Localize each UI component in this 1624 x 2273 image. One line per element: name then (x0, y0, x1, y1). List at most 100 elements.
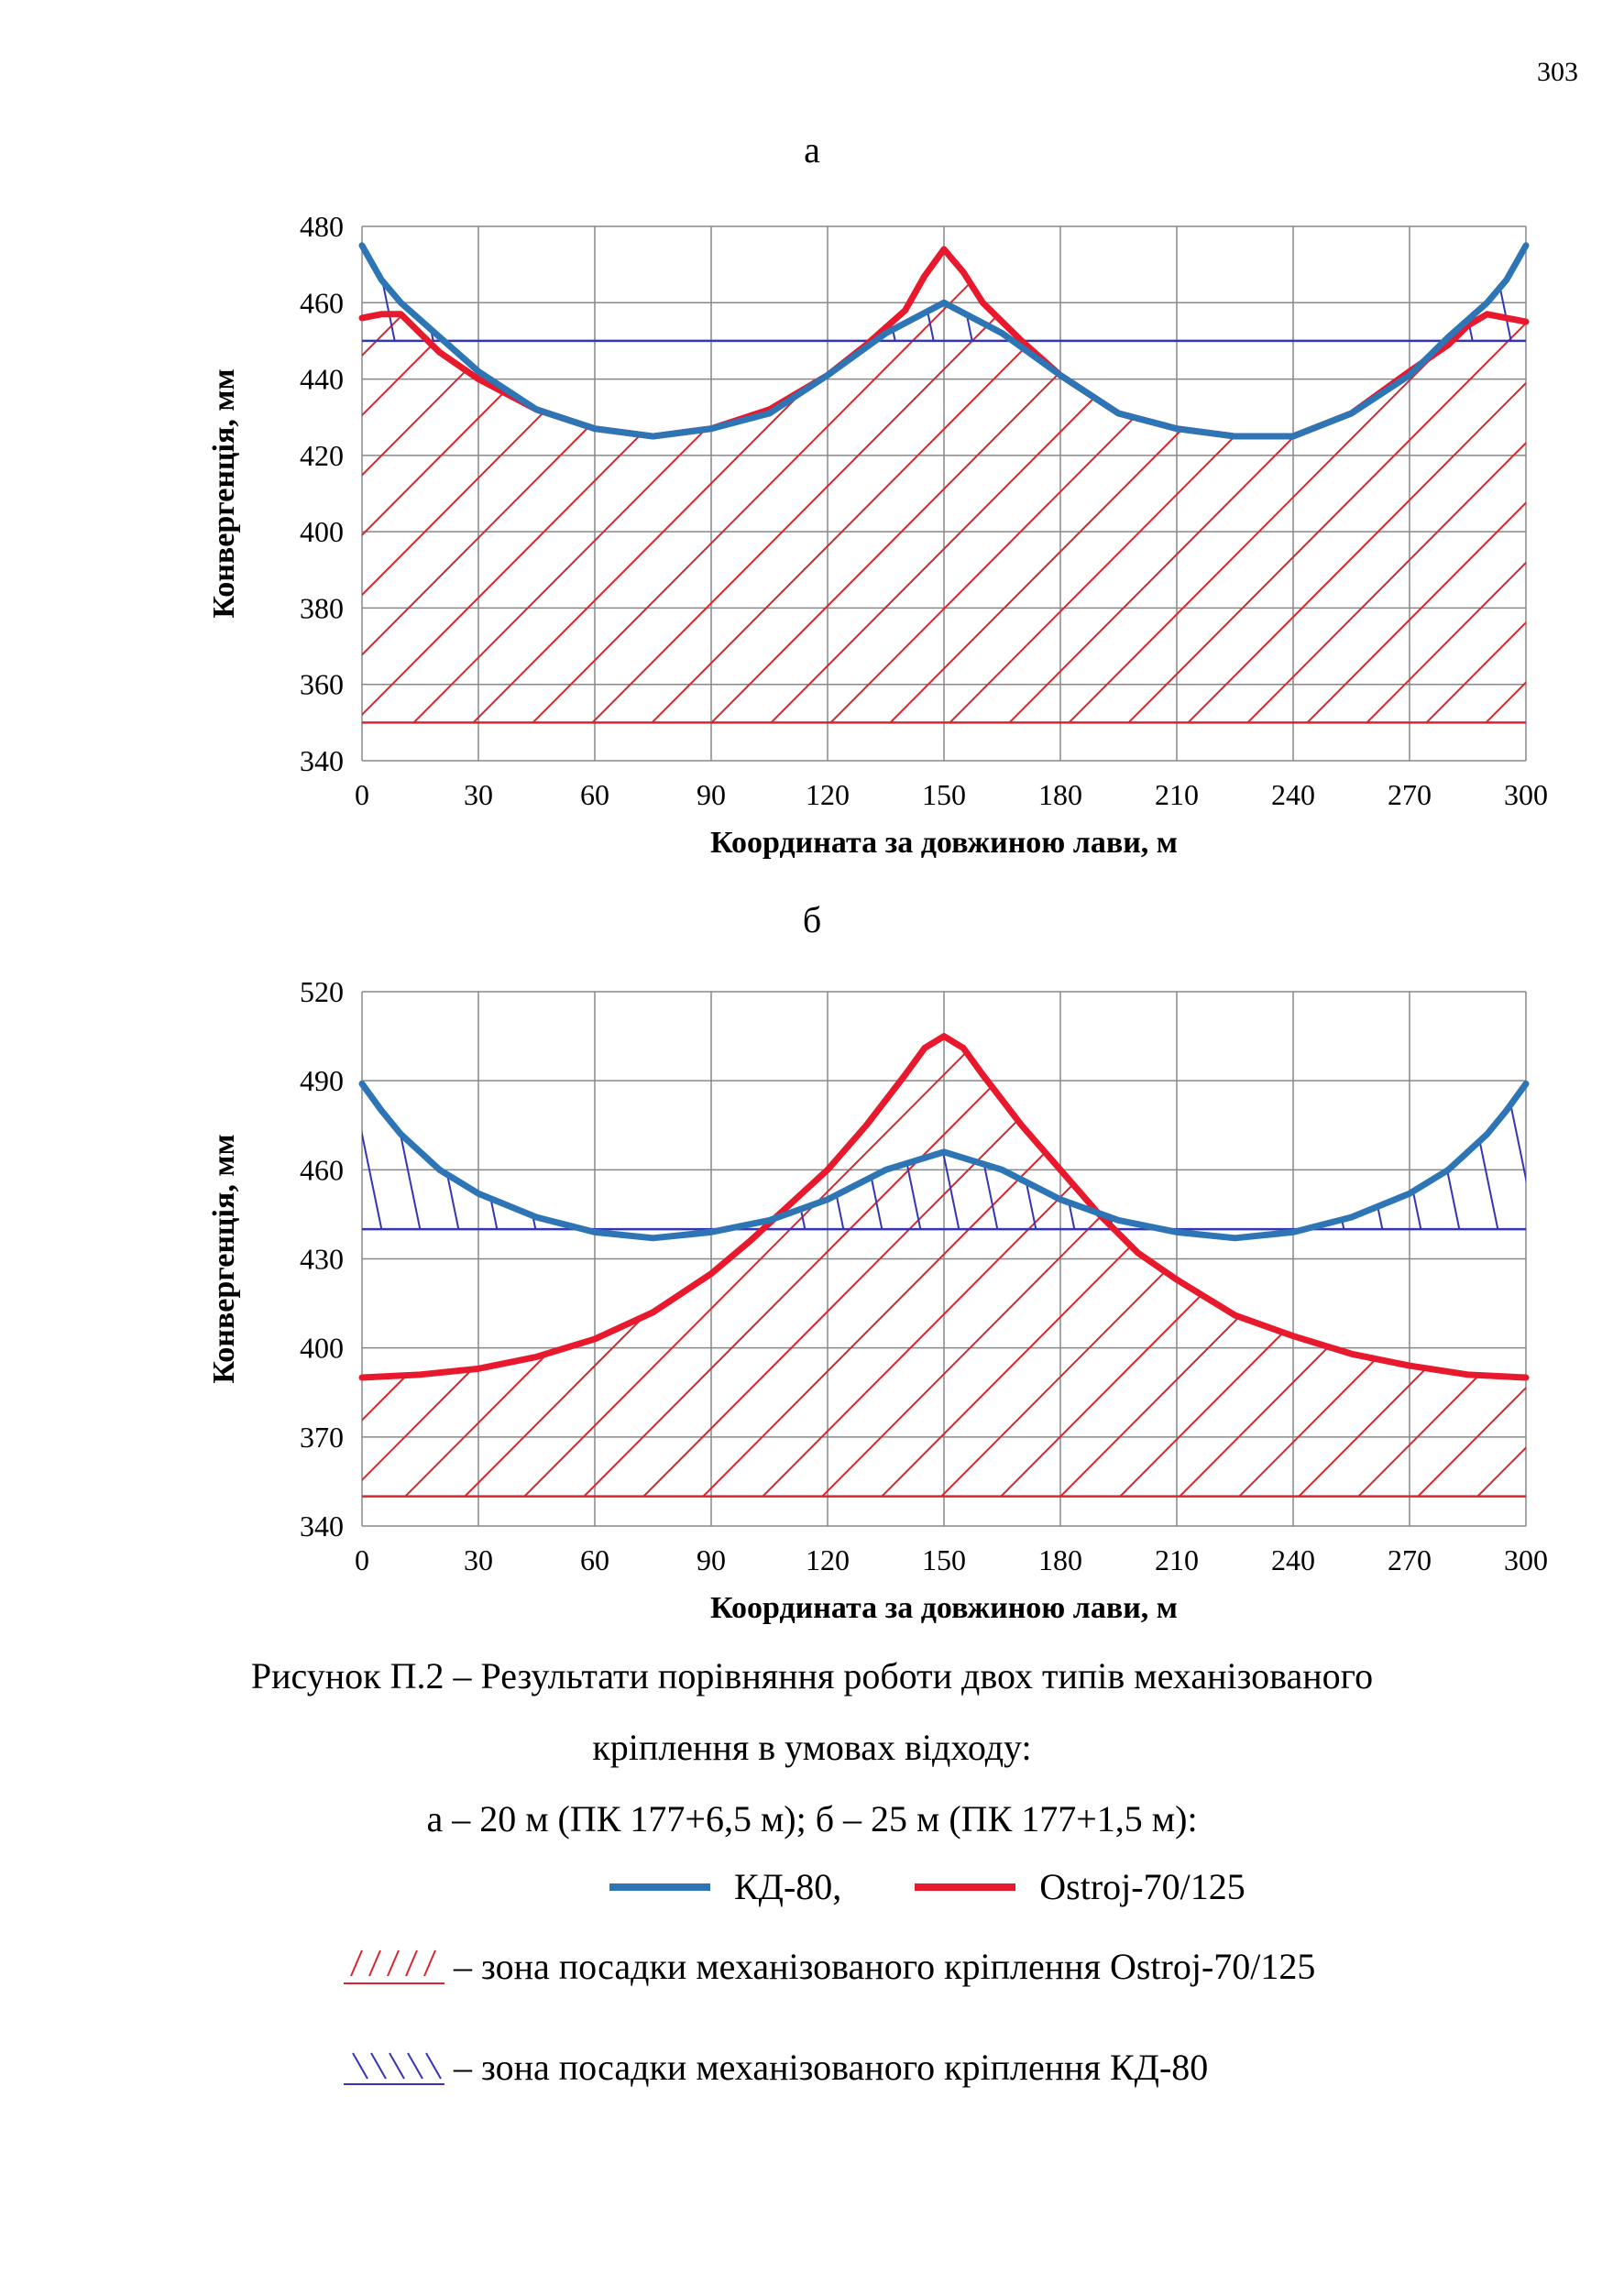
x-tick-label: 60 (580, 778, 609, 811)
figure-caption-line-2: кріплення в умовах відходу: (592, 1727, 1032, 1768)
hatch-line-ostroj (1209, 1036, 1526, 1497)
legend-label-ostroj-zone: – зона посадки механізованого кріплення … (454, 1945, 1316, 1987)
hatch-line-ostroj (971, 248, 1522, 723)
hatch-line-ostroj (673, 248, 1224, 723)
hatch-line-ostroj (1328, 1036, 1526, 1497)
legend-ostroj-zone: – зона посадки механізованого кріплення … (344, 1943, 1315, 1989)
hatch-line-ostroj (851, 1036, 1403, 1497)
hatch-line-kd80 (1371, 245, 1483, 341)
y-tick-label: 340 (300, 1510, 344, 1543)
hatch-line-kd80 (409, 245, 521, 341)
chart-a: 0 30 60 90 120 150 180 210 240 270 300 340 360 380 400… (183, 206, 1595, 884)
hatch-line-kd80 (948, 245, 1059, 341)
x-tick-label: 210 (1155, 1543, 1199, 1576)
hatch-line-kd80 (563, 245, 675, 341)
hatch-line-ostroj (362, 1036, 867, 1497)
page-number: 303 (1537, 57, 1578, 87)
hatch-line-ostroj (362, 1036, 688, 1497)
x-tick-label: 90 (697, 778, 726, 811)
hatch-line-ostroj (1567, 973, 1595, 1526)
x-tick-label: 30 (464, 1543, 493, 1576)
legend-kd80-zone: – зона посадки механізованого кріплення … (344, 2044, 1208, 2090)
x-tick-label: 150 (922, 1543, 966, 1576)
hatch-line-kd80 (601, 245, 713, 341)
hatch-line-kd80 (1140, 245, 1252, 341)
hatch-line-ostroj (494, 1036, 1046, 1497)
hatch-line-ostroj (362, 248, 569, 723)
hatch-line-ostroj (362, 248, 688, 723)
legend-label-kd80-zone: – зона посадки механізованого кріплення … (454, 2046, 1209, 2088)
hatch-line-ostroj (1567, 208, 1595, 761)
legend-swatch-ostroj (915, 1883, 1016, 1891)
hatch-line-ostroj (1388, 248, 1526, 723)
x-tick-label: 180 (1038, 778, 1082, 811)
hatch-line-kd80 (1564, 226, 1595, 761)
hatch-line-kd80 (370, 245, 482, 341)
hatch-line-ostroj (1090, 1036, 1526, 1497)
x-tick-label: 60 (580, 1543, 609, 1576)
chart-a-svg: 0 30 60 90 120 150 180 210 240 270 300 340 360 380 400… (207, 208, 1595, 860)
legend-label-ostroj: Ostroj-70/125 (1039, 1866, 1245, 1907)
hatch-line-ostroj (792, 248, 1344, 723)
series-line-kd80 (358, 1080, 1530, 1242)
hatch-line-kd80 (524, 245, 636, 341)
hatch-line-ostroj (1030, 1036, 1526, 1497)
x-tick-label: 300 (1504, 1543, 1548, 1576)
hatch-line-kd80 (1525, 245, 1526, 341)
hatch-line-kd80 (794, 245, 905, 341)
y-tick-label: 340 (300, 744, 344, 777)
hatch-ostroj-zone (362, 973, 1595, 1526)
hatch-line-ostroj (1328, 248, 1526, 723)
hatch-line-ostroj (851, 248, 1403, 723)
x-tick-label: 120 (806, 1543, 850, 1576)
x-axis-label: Координата за довжиною лави, м (710, 826, 1178, 860)
hatch-line-ostroj (362, 248, 629, 723)
y-axis-label: Конвергенція, мм (207, 368, 241, 618)
panel-label-a: а (804, 129, 820, 170)
hatch-line-ostroj (362, 248, 748, 723)
hatch-line-ostroj (375, 1036, 927, 1497)
hatch-line-ostroj (375, 248, 927, 723)
x-tick-label: 0 (355, 1543, 369, 1576)
hatch-line-ostroj (362, 1036, 748, 1497)
hatch-line-ostroj (362, 248, 867, 723)
hatch-line-kd80 (986, 245, 1098, 341)
y-tick-label: 440 (300, 363, 344, 396)
hatch-line-kd80 (755, 245, 867, 341)
y-tick-label: 520 (300, 975, 344, 1008)
hatch-line-ostroj (1507, 248, 1526, 723)
hatch-line-ostroj (1090, 248, 1526, 723)
x-tick-label: 90 (697, 1543, 726, 1576)
hatch-line-kd80 (678, 245, 790, 341)
x-tick-label: 120 (806, 778, 850, 811)
x-tick-label: 0 (355, 778, 369, 811)
x-tick-label: 270 (1388, 778, 1432, 811)
hatch-line-kd80 (1564, 992, 1595, 1526)
hatch-line-ostroj (494, 248, 1046, 723)
hatch-line-ostroj (1149, 1036, 1526, 1497)
y-tick-label: 490 (300, 1064, 344, 1097)
series-line-ostroj (358, 1033, 1530, 1381)
legend-label-kd80: КД-80, (734, 1866, 842, 1907)
y-tick-label: 370 (300, 1421, 344, 1454)
hatch-line-ostroj (911, 248, 1463, 723)
y-tick-label: 420 (300, 439, 344, 472)
legend: КД-80, Ostroj-70/125 (609, 1865, 1245, 1908)
hatch-line-kd80 (1217, 245, 1329, 341)
hatch-line-ostroj (732, 248, 1284, 723)
hatch-line-ostroj (792, 1036, 1344, 1497)
figure-caption-line-1: Рисунок П.2 – Результати порівняння робо… (250, 1655, 1374, 1697)
x-tick-label: 30 (464, 778, 493, 811)
hatch-line-ostroj (911, 1036, 1463, 1497)
hatch-line-ostroj (1507, 1036, 1526, 1497)
hatch-line-ostroj (613, 1036, 1165, 1497)
hatch-line-kd80 (871, 245, 982, 341)
y-tick-label: 400 (300, 515, 344, 548)
chart-b: 0 30 60 90 120 150 180 210 240 270 300 340 370 400 430… (183, 972, 1595, 1650)
hatch-line-kd80 (1525, 1083, 1526, 1230)
y-tick-label: 360 (300, 668, 344, 701)
hatch-line-kd80 (640, 245, 752, 341)
y-tick-label: 380 (300, 591, 344, 624)
hatch-line-ostroj (1268, 1036, 1526, 1497)
y-tick-label: 430 (300, 1243, 344, 1276)
